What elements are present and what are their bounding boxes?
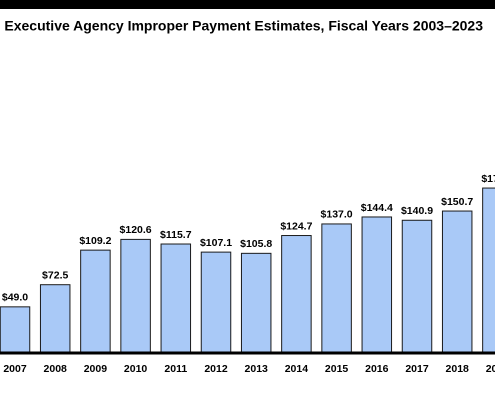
value-label: $120.6: [120, 224, 152, 236]
value-label: $144.4: [361, 202, 393, 214]
bar: [441, 210, 473, 354]
value-label: $175.1: [481, 173, 495, 185]
bar: [482, 187, 495, 354]
x-tick-label: 2015: [325, 363, 349, 375]
value-label: $124.7: [280, 220, 312, 232]
header-rule: [0, 0, 495, 9]
x-tick-label: 2011: [164, 363, 187, 375]
value-label: $150.7: [441, 196, 473, 208]
chart-title: Executive Agency Improper Payment Estima…: [4, 18, 483, 34]
x-tick-label: 2013: [245, 363, 269, 375]
x-tick-label: 2014: [285, 363, 309, 375]
x-tick-label: 2018: [446, 363, 470, 375]
bar: [200, 251, 232, 354]
x-tick-label: 2009: [84, 363, 108, 375]
x-tick-label: 2010: [124, 363, 148, 375]
value-label: $140.9: [401, 205, 433, 217]
x-tick-label: 2008: [44, 363, 68, 375]
value-label: $137.0: [321, 209, 353, 221]
x-tick-label: 2019: [486, 363, 495, 375]
bar: [0, 306, 31, 354]
value-label: $105.8: [240, 238, 272, 250]
bar: [240, 252, 272, 354]
bar: [39, 284, 71, 354]
x-tick-label: 2016: [365, 363, 389, 375]
value-label: $72.5: [42, 269, 68, 281]
value-label: $49.0: [2, 292, 28, 304]
bar: [80, 249, 111, 354]
value-label: $109.2: [79, 235, 111, 247]
bar: [160, 243, 192, 354]
bar: [401, 219, 433, 354]
x-tick-label: 2017: [405, 363, 429, 375]
bar: [361, 216, 393, 354]
value-label: $115.7: [160, 229, 192, 241]
value-label: $107.1: [200, 237, 232, 249]
bar: [281, 235, 312, 354]
x-tick-label: 2007: [3, 363, 27, 375]
x-tick-label: 2012: [204, 363, 228, 375]
bar: [321, 223, 352, 354]
bar: [120, 238, 151, 354]
